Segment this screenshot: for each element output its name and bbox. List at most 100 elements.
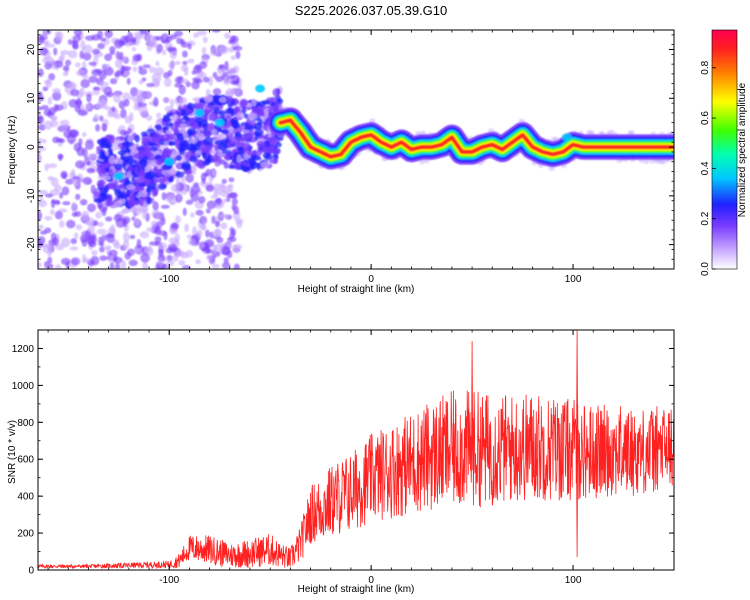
heatmap-cell [188, 119, 193, 125]
heatmap-cell [160, 204, 170, 209]
heatmap-cell [252, 156, 262, 161]
heatmap-cell [100, 37, 107, 42]
heatmap-cell [87, 217, 95, 227]
heatmap-cell [76, 98, 82, 108]
heatmap-cell [245, 103, 252, 108]
heatmap-cell [97, 162, 107, 171]
heatmap-cell [134, 134, 140, 143]
heatmap-cell [196, 229, 203, 238]
y-tick-label: -20 [26, 237, 37, 252]
heatmap-cell [178, 84, 186, 95]
heatmap-cell [162, 117, 172, 123]
heatmap-cell [169, 200, 175, 206]
heatmap-cell [203, 95, 214, 103]
heatmap-cell [277, 98, 284, 104]
heatmap-cell [108, 249, 118, 257]
heatmap-cell [155, 60, 160, 67]
heatmap-cell [215, 75, 224, 82]
heatmap-cell [60, 257, 71, 266]
heatmap-cell [100, 99, 108, 108]
heatmap-cell [272, 157, 278, 165]
heatmap-cell [208, 112, 219, 122]
heatmap-cell [120, 260, 127, 269]
heatmap-cell [129, 234, 136, 240]
heatmap-cell [141, 77, 147, 82]
heatmap-cell [126, 184, 136, 190]
heatmap-cell [195, 159, 205, 168]
heatmap-cell [114, 71, 120, 78]
heatmap-cell [48, 263, 54, 269]
heatmap-cell [109, 78, 118, 85]
heatmap-cell [205, 208, 211, 214]
heatmap-cell [201, 221, 206, 230]
heatmap-cell [93, 198, 104, 203]
heatmap-cell [38, 115, 45, 124]
heatmap-cell [77, 109, 88, 116]
heatmap-cell [185, 81, 191, 88]
heatmap-cell [165, 122, 174, 127]
heatmap-cell [132, 200, 142, 206]
heatmap-cell [179, 123, 188, 128]
heatmap-cell [132, 66, 138, 73]
heatmap-cell [148, 66, 156, 74]
heatmap-cell [54, 184, 62, 192]
heatmap-cell [229, 88, 239, 95]
heatmap-cell [100, 240, 105, 247]
heatmap-cell [203, 111, 209, 118]
heatmap-cell [84, 139, 94, 150]
heatmap-cell [129, 36, 137, 43]
heatmap-cell [231, 198, 238, 206]
heatmap-cell [218, 159, 226, 165]
heatmap-cell [264, 110, 269, 119]
y-tick-label: 1000 [12, 381, 35, 392]
heatmap-cell [113, 213, 123, 222]
heatmap-cell [236, 112, 244, 118]
heatmap-cell [174, 233, 180, 242]
heatmap-cell [60, 170, 68, 179]
heatmap-cell [226, 250, 233, 259]
heatmap-cell [143, 92, 151, 99]
heatmap-cell [224, 155, 231, 160]
heatmap-cell [166, 47, 177, 52]
heatmap-cell [209, 100, 219, 106]
heatmap-cell [113, 93, 122, 103]
heatmap-cell [229, 192, 238, 199]
heatmap-cell [87, 153, 98, 159]
heatmap-cell [186, 130, 193, 136]
heatmap-cell [218, 64, 225, 70]
heatmap-cell [38, 110, 42, 117]
heatmap-cell [84, 35, 95, 41]
heatmap-cell [162, 49, 167, 56]
heatmap-cell [119, 135, 125, 141]
heatmap-cell [157, 254, 166, 262]
snr-x-label: Height of straight line (km) [298, 584, 415, 595]
heatmap-cell [90, 184, 96, 195]
heatmap-cell [113, 113, 122, 120]
x-tick-label: 100 [565, 575, 582, 586]
heatmap-cell [211, 170, 217, 177]
heatmap-cell [258, 100, 267, 107]
heatmap-cell [120, 108, 127, 119]
heatmap-cell [58, 220, 65, 228]
x-tick-label: 0 [368, 575, 374, 586]
heatmap-cell [186, 234, 193, 239]
heatmap-cell [243, 113, 249, 119]
heatmap-cell [240, 166, 251, 172]
y-tick-label: 200 [17, 529, 34, 540]
heatmap-cell [169, 49, 177, 60]
heatmap-cell [186, 103, 196, 110]
heatmap-cell [90, 255, 100, 266]
y-tick-label: 400 [17, 492, 34, 503]
heatmap-cell [81, 132, 87, 138]
heatmap-cell [49, 209, 55, 215]
heatmap-cell [45, 43, 55, 48]
heatmap-cell [178, 260, 186, 266]
heatmap-cell [175, 193, 183, 203]
heatmap-cell [48, 107, 56, 116]
heatmap-cell [155, 158, 163, 165]
heatmap-cell [95, 124, 101, 132]
spectrogram-heatmap [38, 30, 674, 269]
heatmap-cell [226, 141, 233, 147]
heatmap-cell [180, 41, 189, 48]
spectrogram-y-label: Frequency (Hz) [7, 116, 18, 185]
